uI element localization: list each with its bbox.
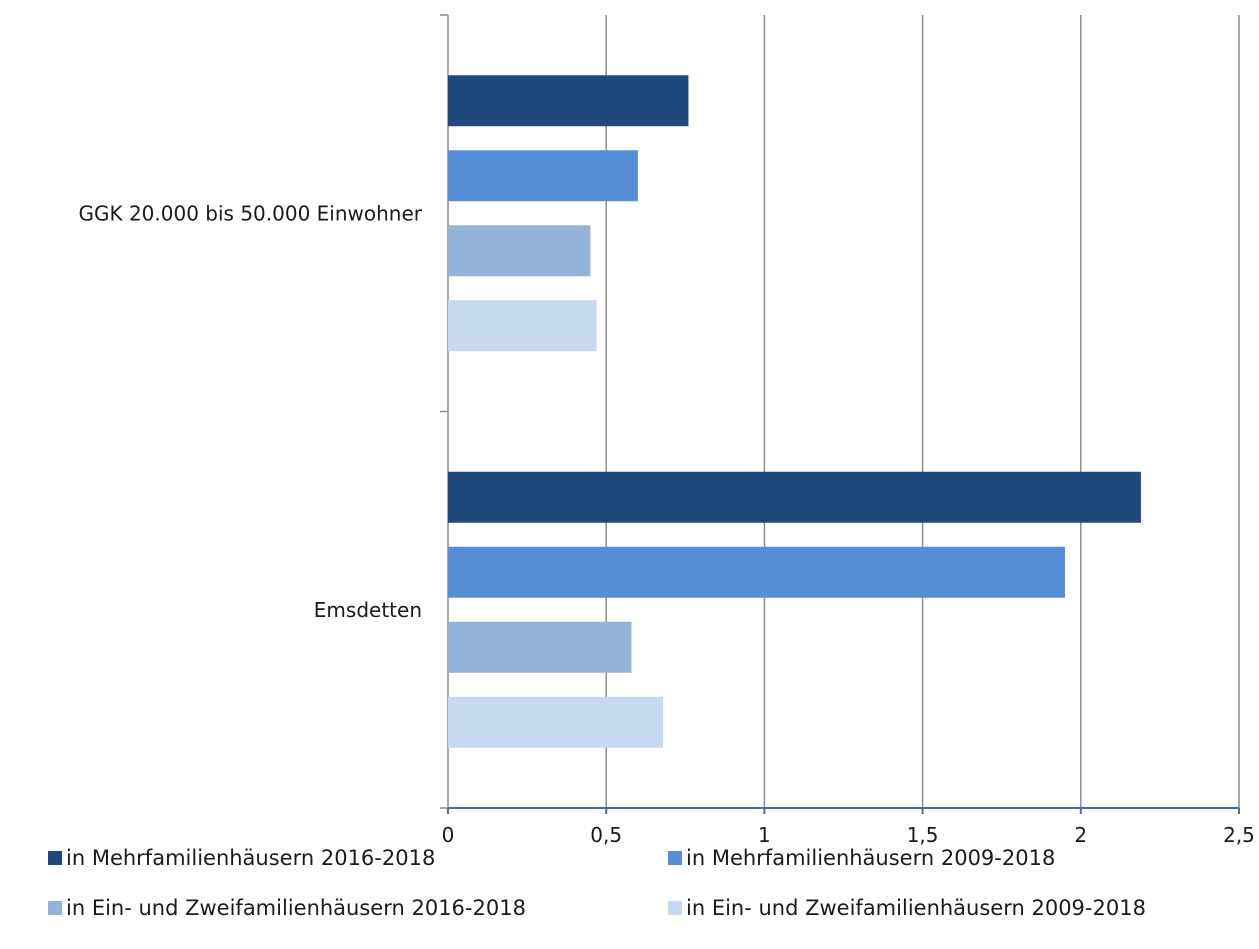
x-tick-label-4: 2 <box>1074 823 1087 847</box>
legend-label-4: in Ein- und Zweifamilienhäusern 2009-201… <box>686 896 1146 920</box>
x-tick-label-0: 0 <box>442 823 455 847</box>
legend-label-1: in Mehrfamilienhäusern 2016-2018 <box>66 846 436 870</box>
legend-swatch-4 <box>668 901 682 915</box>
legend-swatch-1 <box>48 851 62 865</box>
legend-item-1: in Mehrfamilienhäusern 2016-2018 <box>48 846 435 870</box>
legend-label-3: in Ein- und Zweifamilienhäusern 2016-201… <box>66 896 526 920</box>
legend-item-4: in Ein- und Zweifamilienhäusern 2009-201… <box>668 896 1146 920</box>
legend-item-3: in Ein- und Zweifamilienhäusern 2016-201… <box>48 896 526 920</box>
x-tick-label-5: 2,5 <box>1223 823 1255 847</box>
bar-1-3 <box>448 225 591 277</box>
bar-1-2 <box>448 150 638 202</box>
bar-2-4 <box>448 696 664 748</box>
bar-2-2 <box>448 546 1065 598</box>
legend-swatch-3 <box>48 901 62 915</box>
bar-2-1 <box>448 471 1141 523</box>
x-tick-label-3: 1,5 <box>907 823 939 847</box>
legend-item-2: in Mehrfamilienhäusern 2009-2018 <box>668 846 1055 870</box>
category-label-1: GGK 20.000 bis 50.000 Einwohner <box>78 201 422 225</box>
legend-swatch-2 <box>668 851 682 865</box>
legend-label-2: in Mehrfamilienhäusern 2009-2018 <box>686 846 1056 870</box>
x-tick-label-1: 0,5 <box>590 823 622 847</box>
bar-1-4 <box>448 300 597 352</box>
bar-1-1 <box>448 75 689 127</box>
category-label-2: Emsdetten <box>314 598 422 622</box>
x-tick-label-2: 1 <box>758 823 771 847</box>
bar-2-3 <box>448 621 632 673</box>
